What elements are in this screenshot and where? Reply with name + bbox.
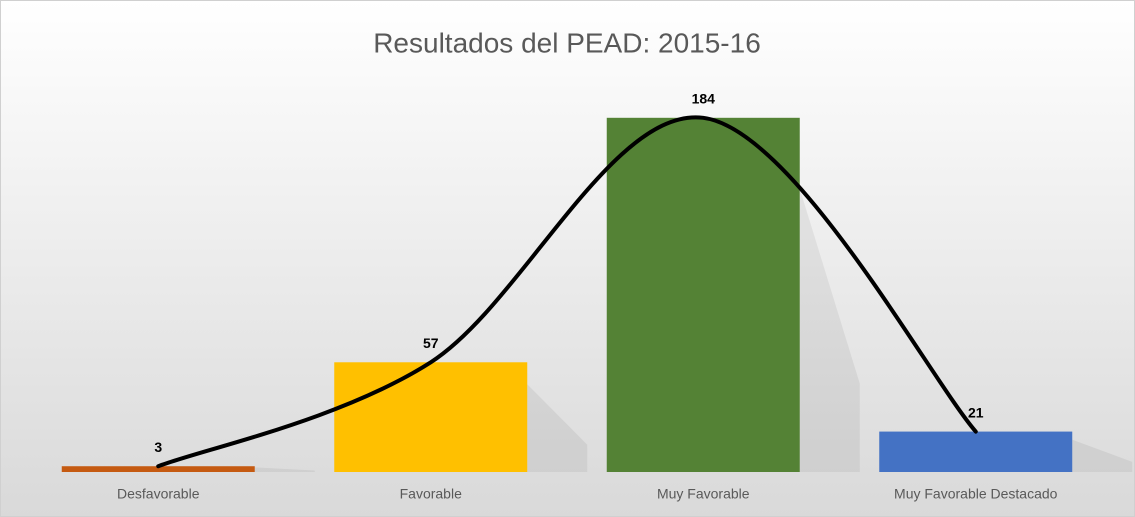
- x-tick-label: Muy Favorable: [657, 486, 750, 502]
- bar: [334, 362, 528, 472]
- bar-shadow: [1072, 439, 1133, 472]
- data-label: 3: [154, 439, 162, 455]
- bar: [879, 431, 1073, 472]
- bar-shadow: [527, 384, 588, 472]
- bar-shadow: [254, 467, 315, 472]
- chart-title: Resultados del PEAD: 2015-16: [373, 27, 761, 58]
- data-label: 184: [692, 91, 716, 107]
- data-label: 21: [968, 404, 984, 420]
- data-label: 57: [423, 335, 439, 351]
- bar-shadow: [799, 188, 860, 472]
- bar: [606, 117, 800, 473]
- bar: [61, 466, 255, 472]
- trend-line: [156, 115, 978, 469]
- x-tick-label: Muy Favorable Destacado: [894, 486, 1058, 502]
- x-tick-label: Desfavorable: [117, 486, 200, 502]
- x-tick-label: Favorable: [400, 486, 462, 502]
